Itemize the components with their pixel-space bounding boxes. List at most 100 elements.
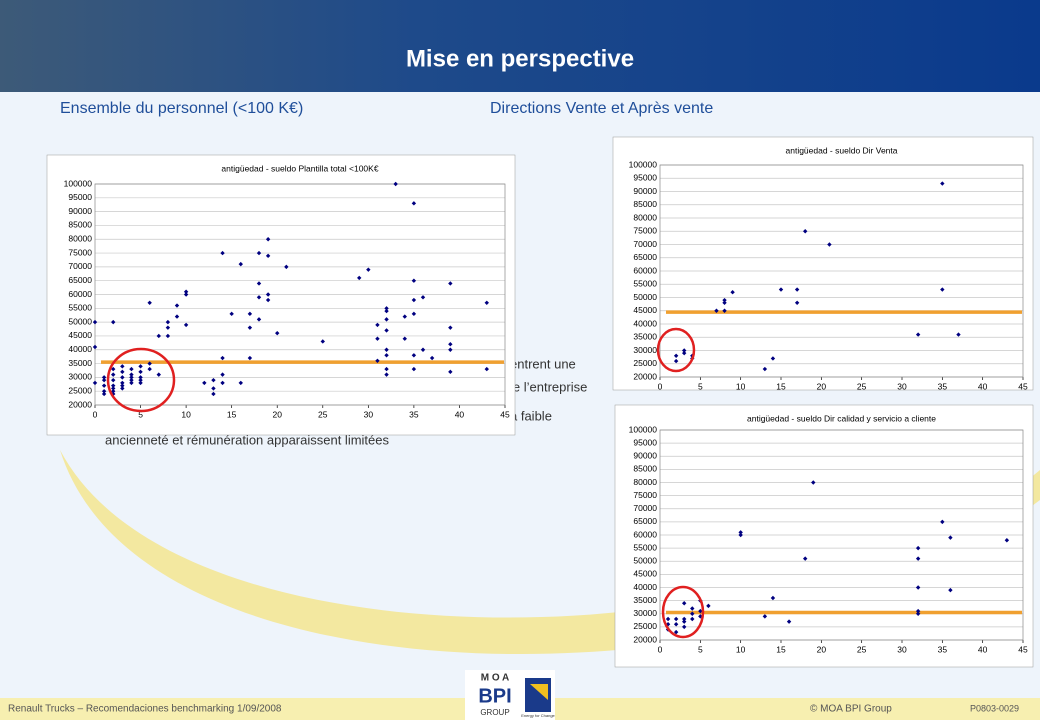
point <box>256 317 262 322</box>
point <box>147 300 152 305</box>
header-banner <box>0 0 1040 92</box>
y-tick-label: 25000 <box>633 358 657 368</box>
point <box>794 300 800 305</box>
chart-box <box>46 154 516 436</box>
point <box>411 278 417 283</box>
point <box>265 237 271 242</box>
point <box>220 372 225 377</box>
y-tick-label: 100000 <box>629 159 658 169</box>
point <box>120 375 125 380</box>
point <box>384 366 389 372</box>
point <box>366 267 371 272</box>
point <box>238 261 243 267</box>
point <box>375 336 380 341</box>
point <box>220 380 225 386</box>
y-tick-label: 95000 <box>68 192 92 202</box>
point <box>402 336 407 341</box>
point <box>174 303 180 308</box>
y-tick-label: 25000 <box>68 385 92 395</box>
x-tick-label: 0 <box>658 381 663 391</box>
point <box>138 380 143 386</box>
y-tick-label: 30000 <box>633 608 657 618</box>
point <box>682 601 687 606</box>
y-tick-label: 85000 <box>68 220 92 230</box>
point <box>165 325 171 330</box>
y-tick-label: 100000 <box>64 178 93 188</box>
point <box>429 355 435 361</box>
body-text: à faible <box>510 408 552 423</box>
point <box>247 355 253 361</box>
point <box>111 383 116 388</box>
x-tick-label: 30 <box>897 644 907 654</box>
point <box>411 353 417 358</box>
point <box>714 308 719 313</box>
point <box>738 532 743 538</box>
y-tick-label: 65000 <box>633 252 657 262</box>
y-tick-label: 65000 <box>68 275 92 285</box>
point <box>811 480 816 485</box>
y-tick-label: 70000 <box>633 239 657 249</box>
point <box>682 619 687 624</box>
point <box>275 330 280 336</box>
point <box>915 585 921 590</box>
point <box>120 386 125 391</box>
point <box>384 317 389 322</box>
y-tick-label: 80000 <box>68 234 92 244</box>
point <box>129 380 134 386</box>
plot-frame <box>94 183 506 406</box>
point <box>265 253 271 259</box>
y-tick-label: 45000 <box>633 305 657 315</box>
point <box>940 519 945 525</box>
point <box>138 364 143 369</box>
point <box>183 289 189 294</box>
point <box>448 369 453 375</box>
logo-tagline: Energy for Change <box>521 713 555 718</box>
plot-frame <box>659 429 1024 641</box>
point <box>101 391 107 397</box>
y-tick-label: 90000 <box>633 451 657 461</box>
point <box>101 383 107 388</box>
y-tick-label: 90000 <box>633 186 657 196</box>
point <box>211 386 216 391</box>
x-tick-label: 5 <box>698 644 703 654</box>
point <box>956 332 961 337</box>
point <box>915 556 921 561</box>
y-tick-label: 55000 <box>633 279 657 289</box>
logo-bottom: GROUP <box>480 708 509 717</box>
y-tick-label: 25000 <box>633 621 657 631</box>
y-tick-label: 55000 <box>633 542 657 552</box>
point <box>803 229 808 234</box>
highlight-circle <box>661 585 705 639</box>
point <box>238 380 243 386</box>
point <box>411 201 417 206</box>
point <box>393 181 398 187</box>
x-tick-label: 5 <box>698 381 703 391</box>
chart-box <box>614 404 1034 668</box>
x-tick-label: 10 <box>736 644 746 654</box>
point <box>448 342 453 347</box>
point <box>92 344 98 350</box>
body-text: ancienneté et rémunération apparaissent … <box>105 432 390 447</box>
point <box>375 358 380 363</box>
chart: antigüedad - sueldo Dir calidad y servic… <box>614 404 1034 668</box>
y-tick-label: 60000 <box>68 289 92 299</box>
point <box>682 348 687 353</box>
y-tick-label: 35000 <box>633 332 657 342</box>
logo-middle: BPI <box>478 685 511 707</box>
y-tick-label: 40000 <box>68 344 92 354</box>
point <box>147 366 152 372</box>
y-tick-label: 65000 <box>633 516 657 526</box>
y-tick-label: 40000 <box>633 318 657 328</box>
point <box>129 372 134 377</box>
point <box>384 306 389 311</box>
logo-top: M O A <box>481 673 510 684</box>
point <box>420 295 426 300</box>
y-tick-label: 20000 <box>633 371 657 381</box>
y-tick-label: 40000 <box>633 582 657 592</box>
y-tick-label: 70000 <box>68 261 92 271</box>
point <box>915 611 921 616</box>
y-tick-label: 45000 <box>633 569 657 579</box>
y-tick-label: 75000 <box>633 490 657 500</box>
point <box>384 353 389 358</box>
